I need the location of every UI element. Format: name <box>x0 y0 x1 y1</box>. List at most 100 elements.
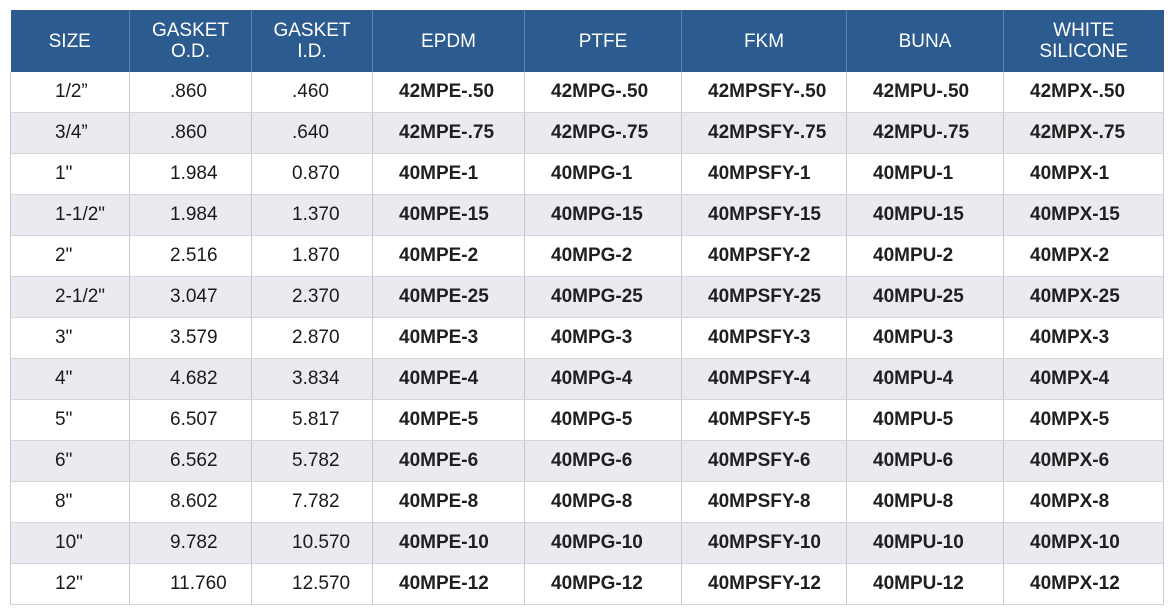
cell-buna: 40MPU-3 <box>846 317 1004 359</box>
table-row: 1/2” .860.460 42MPE-.50 42MPG-.50 42MPSFY-.5… <box>10 72 1164 113</box>
cell-epdm: 42MPE-.50 <box>372 72 525 113</box>
cell-size: 12" <box>10 563 130 605</box>
cell-white-silicone: 40MPX-3 <box>1003 317 1164 359</box>
column-header-size: SIZE <box>10 10 130 72</box>
cell-buna: 40MPU-25 <box>846 276 1004 318</box>
cell-gasket-id: 5.782 <box>251 440 373 482</box>
cell-gasket-id: 5.817 <box>251 399 373 441</box>
cell-gasket-od: 3.579 <box>129 317 252 359</box>
cell-buna: 40MPU-6 <box>846 440 1004 482</box>
cell-ptfe: 40MPG-3 <box>524 317 682 359</box>
cell-gasket-id: 12.570 <box>251 563 373 605</box>
cell-epdm: 42MPE-.75 <box>372 112 525 154</box>
cell-white-silicone: 40MPX-15 <box>1003 194 1164 236</box>
table-row: 3/4” .860.640 42MPE-.75 42MPG-.75 42MPSFY-.7… <box>10 112 1164 154</box>
table-row: 4" 4.682 3.834 40MPE-4 40MPG-4 40MPSFY-4 40MPU… <box>10 358 1164 400</box>
cell-white-silicone: 42MPX-.75 <box>1003 112 1164 154</box>
cell-buna: 40MPU-1 <box>846 153 1004 195</box>
cell-gasket-id: 2.870 <box>251 317 373 359</box>
cell-gasket-od: 11.760 <box>129 563 252 605</box>
table-row: 1-1/2" 1.984 1.370 40MPE-15 40MPG-15 40MPSFY-… <box>10 194 1164 236</box>
cell-buna: 42MPU-.50 <box>846 72 1004 113</box>
cell-white-silicone: 40MPX-5 <box>1003 399 1164 441</box>
cell-fkm: 42MPSFY-.50 <box>681 72 847 113</box>
cell-epdm: 40MPE-3 <box>372 317 525 359</box>
cell-gasket-od: 4.682 <box>129 358 252 400</box>
cell-gasket-id: .640 <box>251 112 373 154</box>
cell-fkm: 40MPSFY-8 <box>681 481 847 523</box>
cell-ptfe: 40MPG-10 <box>524 522 682 564</box>
cell-fkm: 40MPSFY-2 <box>681 235 847 277</box>
cell-epdm: 40MPE-15 <box>372 194 525 236</box>
cell-buna: 40MPU-8 <box>846 481 1004 523</box>
cell-gasket-id: 1.370 <box>251 194 373 236</box>
cell-gasket-id: 2.370 <box>251 276 373 318</box>
cell-ptfe: 40MPG-25 <box>524 276 682 318</box>
cell-gasket-od: .860 <box>129 112 252 154</box>
cell-fkm: 40MPSFY-1 <box>681 153 847 195</box>
table-row: 2" 2.516 1.870 40MPE-2 40MPG-2 40MPSFY-2 40MPU… <box>10 235 1164 277</box>
cell-ptfe: 40MPG-5 <box>524 399 682 441</box>
cell-gasket-od: 1.984 <box>129 153 252 195</box>
gasket-table-container: SIZE GASKET O.D. GASKET I.D. EPDM PTFE FKM BUNA W… <box>10 10 1164 610</box>
cell-size: 6" <box>10 440 130 482</box>
cell-size: 1/2” <box>10 72 130 113</box>
cell-buna: 40MPU-5 <box>846 399 1004 441</box>
column-header-buna: BUNA <box>846 10 1004 72</box>
table-row: 8" 8.602 7.782 40MPE-8 40MPG-8 40MPSFY-8 40MPU… <box>10 481 1164 523</box>
cell-gasket-od: 8.602 <box>129 481 252 523</box>
cell-buna: 40MPU-10 <box>846 522 1004 564</box>
table-body: 1/2” .860.460 42MPE-.50 42MPG-.50 42MPSFY-.5… <box>10 72 1164 605</box>
cell-white-silicone: 40MPX-1 <box>1003 153 1164 195</box>
cell-epdm: 40MPE-2 <box>372 235 525 277</box>
cell-gasket-od: .860 <box>129 72 252 113</box>
cell-gasket-id: 7.782 <box>251 481 373 523</box>
cell-ptfe: 40MPG-2 <box>524 235 682 277</box>
cell-ptfe: 42MPG-.50 <box>524 72 682 113</box>
cell-buna: 40MPU-15 <box>846 194 1004 236</box>
cell-white-silicone: 40MPX-6 <box>1003 440 1164 482</box>
cell-size: 5" <box>10 399 130 441</box>
column-header-epdm: EPDM <box>372 10 525 72</box>
cell-size: 3/4” <box>10 112 130 154</box>
cell-size: 2-1/2" <box>10 276 130 318</box>
cell-fkm: 40MPSFY-15 <box>681 194 847 236</box>
cell-white-silicone: 40MPX-8 <box>1003 481 1164 523</box>
cell-epdm: 40MPE-8 <box>372 481 525 523</box>
cell-white-silicone: 40MPX-2 <box>1003 235 1164 277</box>
cell-size: 1" <box>10 153 130 195</box>
column-header-ptfe: PTFE <box>524 10 682 72</box>
cell-gasket-id: 10.570 <box>251 522 373 564</box>
cell-size: 1-1/2" <box>10 194 130 236</box>
cell-buna: 40MPU-2 <box>846 235 1004 277</box>
cell-epdm: 40MPE-1 <box>372 153 525 195</box>
cell-fkm: 40MPSFY-4 <box>681 358 847 400</box>
cell-fkm: 40MPSFY-6 <box>681 440 847 482</box>
cell-gasket-id: 3.834 <box>251 358 373 400</box>
table-row: 1" 1.984 0.870 40MPE-1 40MPG-1 40MPSFY-1 40MPU… <box>10 153 1164 195</box>
column-header-gasket-od: GASKET O.D. <box>129 10 252 72</box>
cell-fkm: 40MPSFY-12 <box>681 563 847 605</box>
cell-white-silicone: 40MPX-12 <box>1003 563 1164 605</box>
cell-ptfe: 40MPG-4 <box>524 358 682 400</box>
cell-size: 4" <box>10 358 130 400</box>
table-row: 6" 6.562 5.782 40MPE-6 40MPG-6 40MPSFY-6 40MPU… <box>10 440 1164 482</box>
cell-gasket-od: 6.507 <box>129 399 252 441</box>
gasket-part-number-table: SIZE GASKET O.D. GASKET I.D. EPDM PTFE FKM BUNA W… <box>10 10 1164 605</box>
cell-ptfe: 40MPG-12 <box>524 563 682 605</box>
cell-gasket-id: 0.870 <box>251 153 373 195</box>
cell-size: 8" <box>10 481 130 523</box>
cell-size: 2" <box>10 235 130 277</box>
table-row: 3" 3.579 2.870 40MPE-3 40MPG-3 40MPSFY-3 40MPU… <box>10 317 1164 359</box>
cell-epdm: 40MPE-5 <box>372 399 525 441</box>
column-header-gasket-id: GASKET I.D. <box>251 10 373 72</box>
cell-white-silicone: 40MPX-10 <box>1003 522 1164 564</box>
cell-size: 3" <box>10 317 130 359</box>
table-row: 12" 11.760 12.570 40MPE-12 40MPG-12 40MPSFY-1… <box>10 563 1164 605</box>
cell-ptfe: 40MPG-8 <box>524 481 682 523</box>
cell-epdm: 40MPE-6 <box>372 440 525 482</box>
cell-fkm: 42MPSFY-.75 <box>681 112 847 154</box>
table-row: 5" 6.507 5.817 40MPE-5 40MPG-5 40MPSFY-5 40MPU… <box>10 399 1164 441</box>
cell-fkm: 40MPSFY-10 <box>681 522 847 564</box>
cell-ptfe: 42MPG-.75 <box>524 112 682 154</box>
